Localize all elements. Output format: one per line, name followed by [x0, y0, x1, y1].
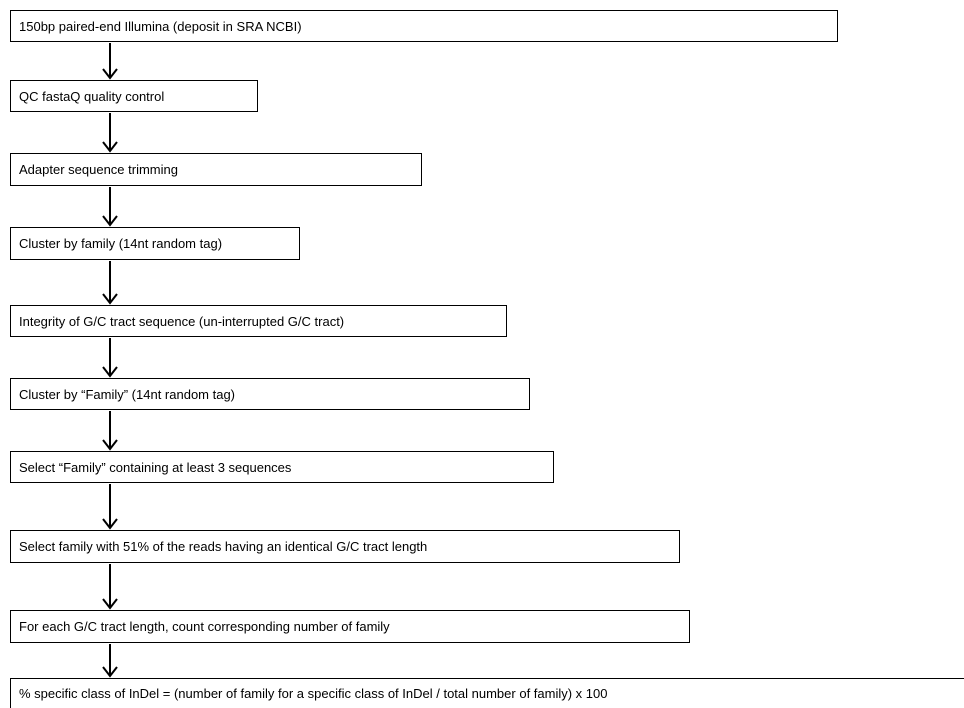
step-label-6: Cluster by “Family” (14nt random tag)	[19, 386, 236, 402]
step-box-6: Cluster by “Family” (14nt random tag)	[10, 378, 530, 410]
step-label-4: Cluster by family (14nt random tag)	[19, 236, 223, 251]
step-box-9: For each G/C tract length, count corresp…	[10, 610, 690, 643]
step-box-7: Select “Family” containing at least 3 se…	[10, 451, 554, 483]
down-arrow-icon	[101, 260, 119, 305]
step-label-2: QC fastaQ quality control	[19, 88, 165, 104]
step-box-2: QC fastaQ quality control	[10, 80, 258, 112]
step-box-4: Cluster by family (14nt random tag)	[10, 227, 300, 260]
step-label-10: % specific class of InDel = (number of f…	[19, 686, 608, 701]
down-arrow-icon	[101, 643, 119, 678]
step-label-1: 150bp paired-end Illumina (deposit in SR…	[19, 18, 302, 34]
down-arrow-icon	[101, 563, 119, 610]
step-box-1: 150bp paired-end Illumina (deposit in SR…	[10, 10, 838, 42]
down-arrow-icon	[101, 410, 119, 451]
step-box-8: Select family with 51% of the reads havi…	[10, 530, 680, 563]
step-box-10: % specific class of InDel = (number of f…	[10, 678, 964, 708]
step-label-9: For each G/C tract length, count corresp…	[19, 619, 390, 634]
step-label-5: Integrity of G/C tract sequence (un-inte…	[19, 313, 345, 329]
step-label-3: Adapter sequence trimming	[19, 162, 178, 177]
step-label-7: Select “Family” containing at least 3 se…	[19, 459, 292, 475]
step-box-5: Integrity of G/C tract sequence (un-inte…	[10, 305, 507, 337]
step-box-3: Adapter sequence trimming	[10, 153, 422, 186]
down-arrow-icon	[101, 186, 119, 227]
step-label-8: Select family with 51% of the reads havi…	[19, 539, 428, 554]
down-arrow-icon	[101, 112, 119, 153]
down-arrow-icon	[101, 483, 119, 530]
down-arrow-icon	[101, 42, 119, 80]
down-arrow-icon	[101, 337, 119, 378]
